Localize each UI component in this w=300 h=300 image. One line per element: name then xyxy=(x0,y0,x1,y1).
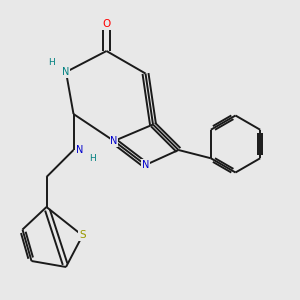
Text: N: N xyxy=(76,145,83,155)
Text: H: H xyxy=(90,154,96,163)
Text: O: O xyxy=(102,19,111,29)
Text: N: N xyxy=(142,160,149,170)
Text: H: H xyxy=(48,58,55,67)
Text: N: N xyxy=(62,67,70,77)
Text: N: N xyxy=(110,136,118,146)
Text: S: S xyxy=(79,230,86,241)
